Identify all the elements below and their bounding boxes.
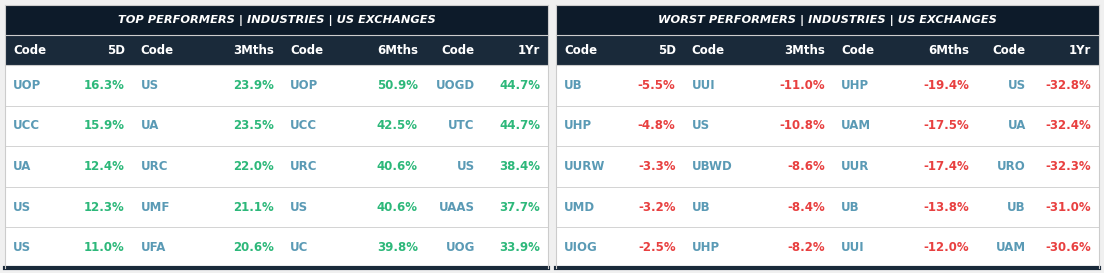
Text: 44.7%: 44.7%: [499, 119, 540, 132]
Text: 22.0%: 22.0%: [233, 160, 274, 173]
FancyBboxPatch shape: [6, 106, 548, 146]
Text: UOP: UOP: [13, 79, 41, 92]
FancyBboxPatch shape: [556, 227, 1098, 268]
Text: -3.2%: -3.2%: [638, 201, 676, 213]
Text: 38.4%: 38.4%: [499, 160, 540, 173]
Text: 1Yr: 1Yr: [518, 43, 540, 57]
Text: 23.5%: 23.5%: [233, 119, 274, 132]
Text: 5D: 5D: [658, 43, 676, 57]
Text: 5D: 5D: [107, 43, 125, 57]
Text: UAAS: UAAS: [438, 201, 475, 213]
Text: UHP: UHP: [564, 119, 592, 132]
Text: -10.8%: -10.8%: [779, 119, 825, 132]
Text: UA: UA: [1008, 119, 1026, 132]
Text: URC: URC: [290, 160, 318, 173]
FancyBboxPatch shape: [556, 106, 1098, 146]
Text: UOG: UOG: [446, 241, 475, 254]
Text: URO: URO: [997, 160, 1026, 173]
Text: US: US: [140, 79, 159, 92]
Text: US: US: [290, 201, 308, 213]
Text: Code: Code: [442, 43, 475, 57]
Text: Code: Code: [841, 43, 874, 57]
Text: WORST PERFORMERS | INDUSTRIES | US EXCHANGES: WORST PERFORMERS | INDUSTRIES | US EXCHA…: [658, 14, 997, 25]
Text: UOP: UOP: [290, 79, 318, 92]
Text: UHP: UHP: [691, 241, 720, 254]
Text: -32.4%: -32.4%: [1045, 119, 1091, 132]
Text: UC: UC: [290, 241, 308, 254]
Text: 1Yr: 1Yr: [1069, 43, 1091, 57]
Text: -12.0%: -12.0%: [923, 241, 969, 254]
Text: 3Mths: 3Mths: [233, 43, 274, 57]
Text: -11.0%: -11.0%: [779, 79, 825, 92]
Text: UB: UB: [841, 201, 860, 213]
Text: Code: Code: [13, 43, 46, 57]
Text: UCC: UCC: [290, 119, 317, 132]
Text: 20.6%: 20.6%: [233, 241, 274, 254]
Text: UMD: UMD: [564, 201, 595, 213]
Text: UHP: UHP: [841, 79, 869, 92]
Text: US: US: [13, 201, 31, 213]
Text: UFA: UFA: [140, 241, 166, 254]
Text: UOGD: UOGD: [436, 79, 475, 92]
Text: -8.4%: -8.4%: [787, 201, 825, 213]
FancyBboxPatch shape: [6, 65, 548, 106]
Text: Code: Code: [691, 43, 724, 57]
Text: 37.7%: 37.7%: [499, 201, 540, 213]
Text: UAM: UAM: [841, 119, 871, 132]
Text: -30.6%: -30.6%: [1045, 241, 1091, 254]
Text: UUR: UUR: [841, 160, 869, 173]
Text: UUI: UUI: [691, 79, 715, 92]
Text: 42.5%: 42.5%: [376, 119, 417, 132]
Text: UMF: UMF: [140, 201, 170, 213]
Text: 23.9%: 23.9%: [233, 79, 274, 92]
Text: UA: UA: [140, 119, 159, 132]
Text: -17.5%: -17.5%: [923, 119, 969, 132]
Text: UA: UA: [13, 160, 31, 173]
Text: Code: Code: [290, 43, 323, 57]
FancyBboxPatch shape: [6, 5, 548, 35]
Text: UB: UB: [691, 201, 710, 213]
Text: Code: Code: [564, 43, 597, 57]
Text: 6Mths: 6Mths: [927, 43, 969, 57]
Text: -17.4%: -17.4%: [923, 160, 969, 173]
Text: US: US: [691, 119, 710, 132]
Text: -32.8%: -32.8%: [1045, 79, 1091, 92]
Text: US: US: [457, 160, 475, 173]
Text: 6Mths: 6Mths: [376, 43, 417, 57]
Text: -19.4%: -19.4%: [923, 79, 969, 92]
Text: UURW: UURW: [564, 160, 605, 173]
FancyBboxPatch shape: [556, 146, 1098, 187]
Text: US: US: [13, 241, 31, 254]
Text: Code: Code: [140, 43, 173, 57]
Text: 21.1%: 21.1%: [233, 201, 274, 213]
FancyBboxPatch shape: [556, 5, 1098, 35]
Text: -13.8%: -13.8%: [923, 201, 969, 213]
Text: -31.0%: -31.0%: [1045, 201, 1091, 213]
Text: 12.4%: 12.4%: [84, 160, 125, 173]
Text: UUI: UUI: [841, 241, 864, 254]
Text: 39.8%: 39.8%: [376, 241, 417, 254]
Text: 16.3%: 16.3%: [84, 79, 125, 92]
Text: UB: UB: [1007, 201, 1026, 213]
FancyBboxPatch shape: [6, 187, 548, 227]
Text: 33.9%: 33.9%: [499, 241, 540, 254]
FancyBboxPatch shape: [556, 65, 1098, 106]
FancyBboxPatch shape: [6, 227, 548, 268]
FancyBboxPatch shape: [556, 187, 1098, 227]
Text: UIOG: UIOG: [564, 241, 597, 254]
FancyBboxPatch shape: [556, 35, 1098, 65]
Text: 11.0%: 11.0%: [84, 241, 125, 254]
Text: 50.9%: 50.9%: [376, 79, 417, 92]
Text: -5.5%: -5.5%: [638, 79, 676, 92]
Text: 44.7%: 44.7%: [499, 79, 540, 92]
Text: UB: UB: [564, 79, 583, 92]
Text: 12.3%: 12.3%: [84, 201, 125, 213]
Text: UCC: UCC: [13, 119, 40, 132]
Text: 3Mths: 3Mths: [784, 43, 825, 57]
Text: TOP PERFORMERS | INDUSTRIES | US EXCHANGES: TOP PERFORMERS | INDUSTRIES | US EXCHANG…: [118, 14, 435, 25]
Text: UTC: UTC: [448, 119, 475, 132]
Text: US: US: [1008, 79, 1026, 92]
Text: -8.2%: -8.2%: [787, 241, 825, 254]
Text: -2.5%: -2.5%: [638, 241, 676, 254]
